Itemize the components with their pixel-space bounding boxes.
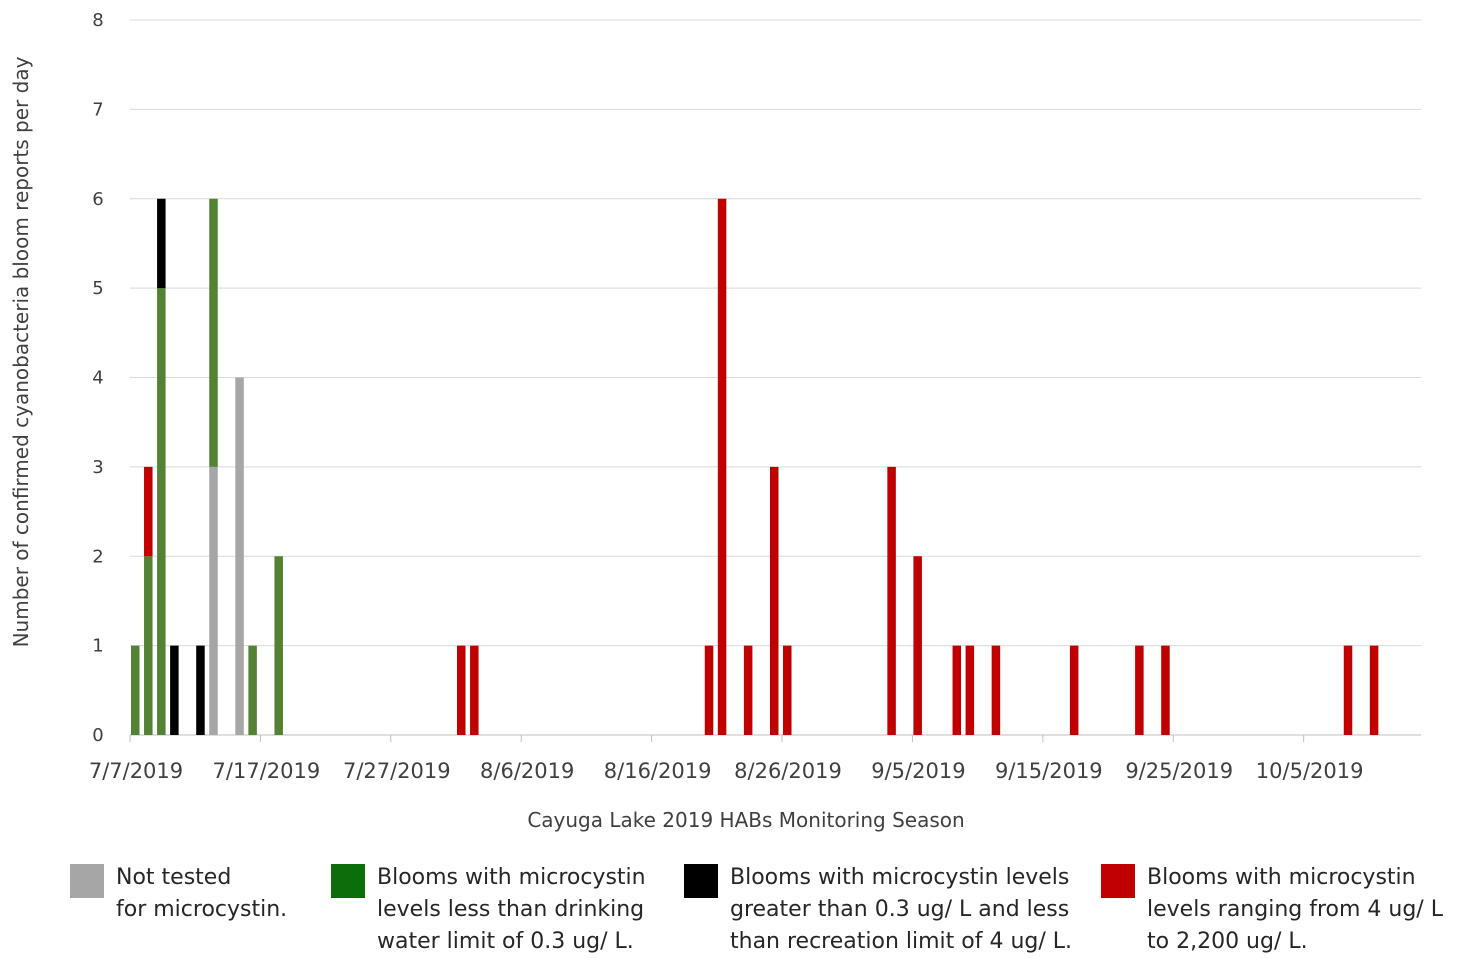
y-tick-label: 0 [92,725,103,746]
bar [952,645,962,735]
legend-item-below-recreation-limit: Blooms with microcystin levels greater t… [684,862,1072,958]
legend-swatch-gray [70,864,104,898]
y-tick-label: 6 [92,189,103,210]
x-tick-label: 7/27/2019 [343,759,451,783]
bar [1161,645,1170,735]
bar [157,198,166,289]
bar [913,556,922,735]
legend-label: Blooms with microcystin levels less than… [377,862,646,958]
legend-line: Not tested [116,865,232,890]
x-tick-label: 8/16/2019 [604,759,712,783]
bar [131,645,140,735]
y-tick-label: 8 [92,10,103,31]
bar [470,645,479,735]
bar [209,198,218,467]
y-tick-label: 3 [92,457,103,478]
legend-line: Blooms with microcystin [1147,865,1416,890]
bars [131,198,1379,735]
bar [1069,645,1079,735]
legend-label: Not tested for microcystin. [116,862,287,926]
x-tick-label: 7/17/2019 [213,759,321,783]
legend-label: Blooms with microcystin levels ranging f… [1147,862,1443,958]
legend-item-below-drinking-limit: Blooms with microcystin levels less than… [331,862,646,958]
bar [144,556,153,735]
legend-swatch-black [684,864,718,898]
x-tick-label: 9/15/2019 [995,759,1103,783]
y-tick-label: 7 [92,99,103,120]
x-tick-label: 8/26/2019 [734,759,842,783]
x-axis-title: Cayuga Lake 2019 HABs Monitoring Season [527,808,964,832]
legend-line: than recreation limit of 4 ug/ L. [730,929,1073,954]
legend-line: Blooms with microcystin levels [730,865,1070,890]
bar [743,645,753,735]
y-tick-label: 4 [92,368,103,389]
bar [235,377,244,735]
bar [157,288,166,735]
y-axis-tick-labels: 0 1 2 3 4 5 6 7 8 [92,10,103,746]
bar [704,645,714,735]
y-tick-label: 1 [92,636,103,657]
legend-line: greater than 0.3 ug/ L and less [730,897,1070,922]
legend-swatch-red [1101,864,1135,898]
y-tick-label: 5 [92,278,103,299]
legend-line: levels less than drinking [377,897,645,922]
legend-line: levels ranging from 4 ug/ L [1147,897,1443,922]
legend-line: Blooms with microcystin [377,865,646,890]
bar [1135,645,1144,735]
bar [248,645,257,735]
bar [965,645,975,735]
y-axis-title: Number of confirmed cyanobacteria bloom … [9,56,33,647]
bar [457,645,466,735]
bar [991,645,1001,735]
bar [783,645,792,735]
x-axis: 7/7/2019 7/17/2019 7/27/2019 8/6/2019 8/16/2… [89,735,1364,783]
bar [769,466,779,735]
bar [717,198,727,735]
legend-swatch-green [331,864,365,898]
legend-item-high-microcystin: Blooms with microcystin levels ranging f… [1101,862,1443,958]
gridlines [130,19,1421,736]
bar [209,466,218,735]
bar [1369,645,1379,735]
x-tick-label: 9/5/2019 [871,759,965,783]
legend-line: for microcystin. [116,897,288,922]
legend-item-not-tested: Not tested for microcystin. [70,862,287,926]
legend: Not tested for microcystin. Blooms with … [0,862,1461,957]
legend-line: to 2,200 ug/ L. [1147,929,1308,954]
x-tick-label: 10/5/2019 [1256,759,1364,783]
bar [1343,645,1353,735]
x-tick-label: 7/7/2019 [89,759,183,783]
bar [170,645,179,735]
x-tick-label: 8/6/2019 [480,759,574,783]
bar [144,466,153,557]
bar [196,645,205,735]
legend-label: Blooms with microcystin levels greater t… [730,862,1072,958]
bloom-reports-chart: 0 1 2 3 4 5 6 7 8 7/7/2019 7/17/2019 7/27/2019 8/6/… [9,10,1421,832]
x-tick-label: 9/25/2019 [1125,759,1233,783]
bar [887,466,896,735]
bar [274,556,283,735]
legend-line: water limit of 0.3 ug/ L. [377,929,634,954]
y-tick-label: 2 [92,546,103,567]
